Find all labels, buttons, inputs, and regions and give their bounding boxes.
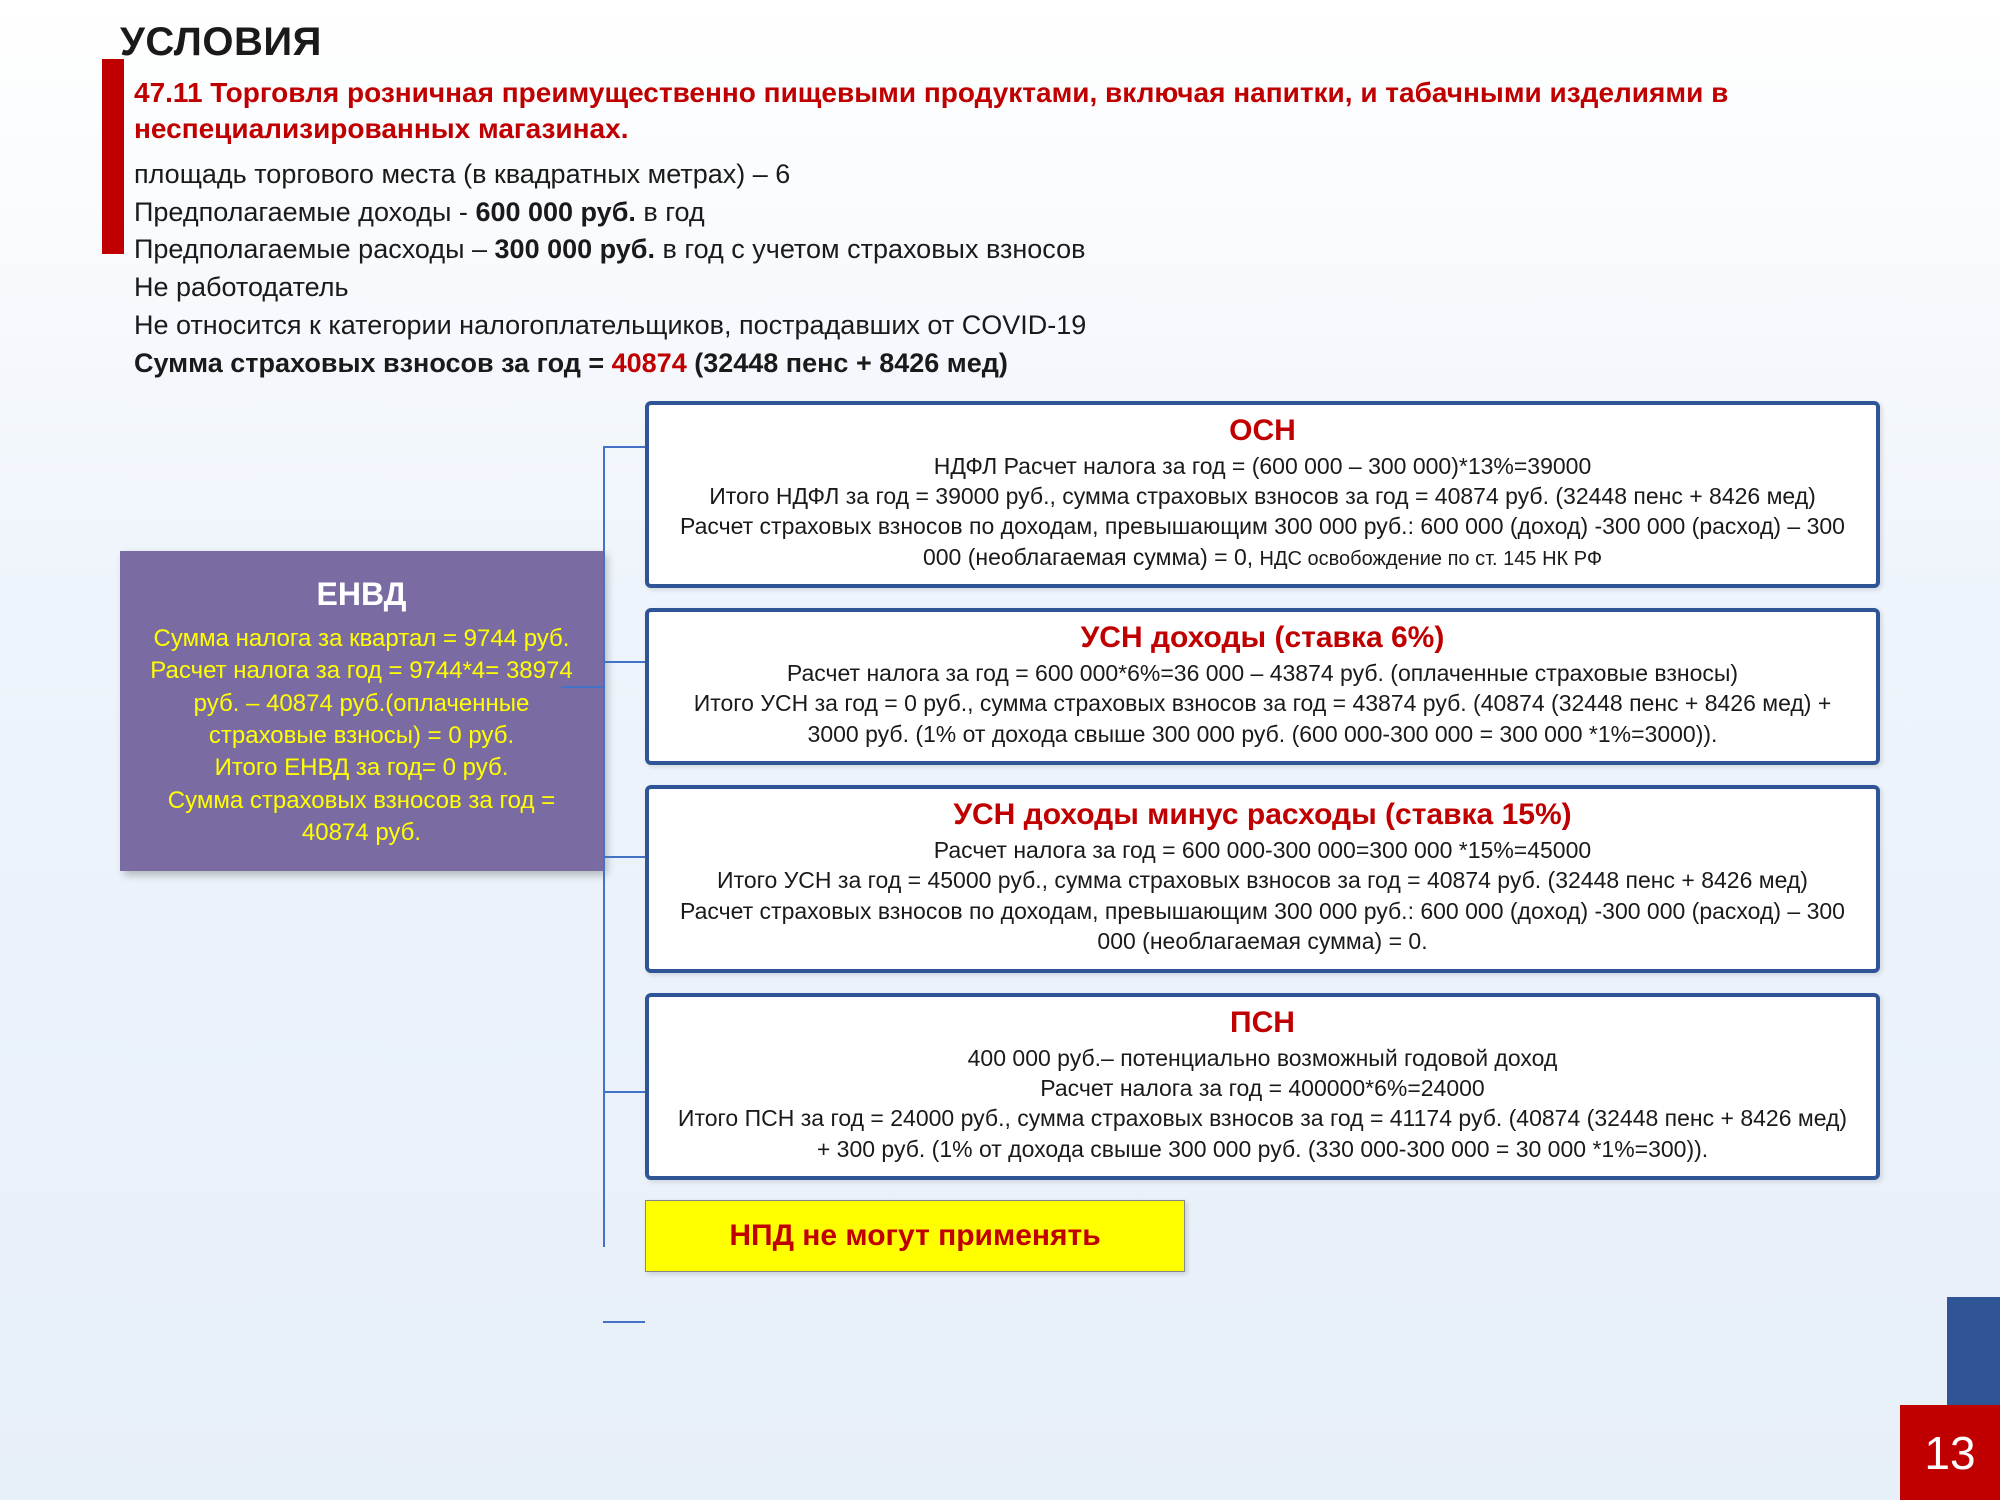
connector-line	[603, 661, 645, 663]
condition-line: Предполагаемые доходы - 600 000 руб. в г…	[134, 194, 1880, 232]
text: Сумма страховых взносов за год =	[134, 348, 612, 378]
card-title: УСН доходы минус расходы (ставка 15%)	[669, 798, 1856, 832]
condition-line: площадь торгового места (в квадратных ме…	[134, 156, 1880, 194]
text: (32448 пенс + 8426 мед)	[687, 348, 1008, 378]
card-body: 400 000 руб.– потенциально возможный год…	[669, 1043, 1856, 1164]
connector-line	[603, 446, 605, 1247]
bold-value: 600 000 руб.	[475, 197, 635, 227]
card-line: НДФЛ Расчет налога за год = (600 000 – 3…	[934, 453, 1592, 479]
npd-card: НПД не могут применять	[645, 1200, 1185, 1272]
card-body: НДФЛ Расчет налога за год = (600 000 – 3…	[669, 451, 1856, 572]
diagram: ЕНВД Сумма налога за квартал = 9744 руб.…	[120, 401, 1880, 1272]
conditions-block: 47.11 Торговля розничная преимущественно…	[120, 75, 1880, 383]
envd-line: Расчет налога за год = 9744*4= 38974 руб…	[134, 655, 589, 752]
red-value: 40874	[612, 348, 687, 378]
connector	[603, 401, 645, 1272]
page-title: УСЛОВИЯ	[120, 20, 1880, 65]
blue-tab	[1947, 1297, 2000, 1405]
envd-box: ЕНВД Сумма налога за квартал = 9744 руб.…	[120, 551, 603, 872]
connector-line	[561, 686, 603, 688]
envd-line: Сумма страховых взносов за год = 40874 р…	[134, 785, 589, 850]
card-line: Расчет налога за год = 600 000*6%=36 000…	[787, 660, 1738, 686]
connector-line	[603, 856, 645, 858]
connector-line	[603, 1321, 645, 1323]
card-line: Итого УСН за год = 45000 руб., сумма стр…	[717, 867, 1808, 893]
text: Предполагаемые расходы –	[134, 234, 495, 264]
card-line: Расчет налога за год = 600 000-300 000=3…	[934, 837, 1591, 863]
card-line: Расчет налога за год = 400000*6%=24000	[1040, 1075, 1484, 1101]
card-body: Расчет налога за год = 600 000*6%=36 000…	[669, 658, 1856, 749]
card-title: ОСН	[669, 414, 1856, 448]
text: в год с учетом страховых взносов	[655, 234, 1085, 264]
card-line-small: НДС освобождение по ст. 145 НК РФ	[1260, 548, 1603, 570]
card-title: УСН доходы (ставка 6%)	[669, 621, 1856, 655]
card-title: НПД не могут применять	[666, 1219, 1164, 1253]
cards-column: ОСН НДФЛ Расчет налога за год = (600 000…	[645, 401, 1880, 1272]
condition-line: Предполагаемые расходы – 300 000 руб. в …	[134, 231, 1880, 269]
page-number: 13	[1900, 1405, 2000, 1500]
connector-line	[603, 446, 645, 448]
condition-line: Сумма страховых взносов за год = 40874 (…	[134, 345, 1880, 383]
text: Предполагаемые доходы -	[134, 197, 475, 227]
usn15-card: УСН доходы минус расходы (ставка 15%) Ра…	[645, 785, 1880, 972]
card-title: ПСН	[669, 1006, 1856, 1040]
connector-line	[603, 1091, 645, 1093]
card-line: 400 000 руб.– потенциально возможный год…	[968, 1045, 1558, 1071]
card-body: Расчет налога за год = 600 000-300 000=3…	[669, 835, 1856, 956]
osn-card: ОСН НДФЛ Расчет налога за год = (600 000…	[645, 401, 1880, 588]
psn-card: ПСН 400 000 руб.– потенциально возможный…	[645, 993, 1880, 1180]
condition-line: Не относится к категории налогоплательщи…	[134, 307, 1880, 345]
card-line: Итого ПСН за год = 24000 руб., сумма стр…	[678, 1105, 1847, 1161]
text: в год	[636, 197, 705, 227]
usn6-card: УСН доходы (ставка 6%) Расчет налога за …	[645, 608, 1880, 765]
envd-line: Итого ЕНВД за год= 0 руб.	[134, 752, 589, 784]
card-line: Расчет страховых взносов по доходам, пре…	[680, 898, 1845, 954]
envd-line: Сумма налога за квартал = 9744 руб.	[134, 623, 589, 655]
card-line: Итого УСН за год = 0 руб., сумма страхов…	[694, 690, 1832, 746]
bold-value: 300 000 руб.	[495, 234, 655, 264]
envd-title: ЕНВД	[134, 573, 589, 616]
subtitle: 47.11 Торговля розничная преимущественно…	[134, 75, 1880, 148]
condition-line: Не работодатель	[134, 269, 1880, 307]
card-line: Итого НДФЛ за год = 39000 руб., сумма ст…	[709, 483, 1816, 509]
